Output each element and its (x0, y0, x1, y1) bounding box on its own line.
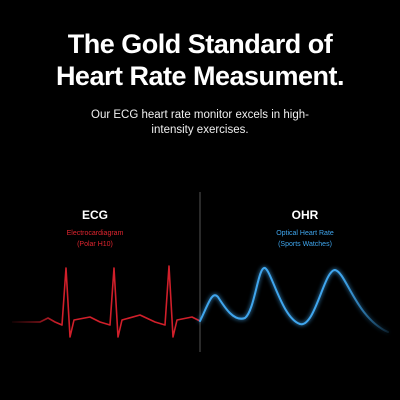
panel-label: OHR (292, 208, 319, 222)
subtitle-line: intensity exercises. (151, 124, 248, 136)
panel-description: (Sports Watches) (278, 241, 332, 248)
panel-description: Optical Heart Rate (276, 230, 334, 237)
panel-description: (Polar H10) (77, 241, 113, 248)
title-line: The Gold Standard of (68, 29, 334, 59)
panel-label: ECG (82, 208, 108, 222)
ecg-waveform (12, 265, 201, 338)
ohr-waveform (199, 266, 389, 333)
subtitle-line: Our ECG heart rate monitor excels in hig… (91, 109, 309, 121)
panel-description: Electrocardiagram (67, 230, 124, 237)
title-line: Heart Rate Measument. (56, 61, 344, 91)
